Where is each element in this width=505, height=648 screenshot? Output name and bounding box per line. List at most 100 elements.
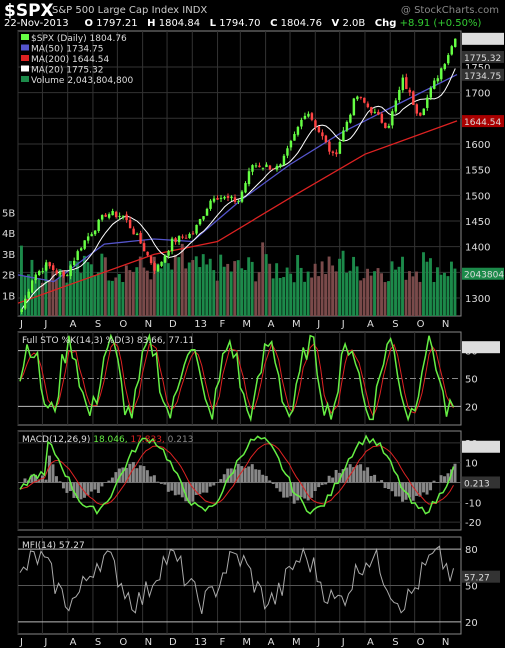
macd-tick: 10 xyxy=(465,459,478,470)
macd-hist-bar xyxy=(110,477,114,483)
value-tag-bg xyxy=(462,68,504,81)
sto-tag: 83.66 xyxy=(464,344,490,354)
volume-bar xyxy=(201,254,205,316)
macd-hist-bar xyxy=(222,474,226,483)
value-tag: 1644.54 xyxy=(464,118,501,128)
candle-body xyxy=(125,214,128,221)
volume-tick-label: 2B xyxy=(2,271,15,282)
volume-bar xyxy=(44,264,48,316)
macd-hist-bar xyxy=(89,482,93,492)
candle-body xyxy=(440,68,443,80)
mfi-tick: 50 xyxy=(465,582,478,593)
volume-bar xyxy=(226,263,230,316)
macd-hist-bar xyxy=(299,482,303,498)
month-label: M xyxy=(292,319,301,330)
candle-body xyxy=(279,164,282,167)
volume-bar xyxy=(320,261,324,316)
macd-hist-bar xyxy=(271,482,275,485)
candle-body xyxy=(391,111,394,126)
candle-body xyxy=(338,141,342,154)
candle-body xyxy=(415,104,419,114)
price-tick-label: 1600 xyxy=(465,140,490,151)
candle-body xyxy=(156,265,160,272)
volume-bar xyxy=(159,268,163,316)
candle-body xyxy=(345,121,349,131)
month-label-bottom: F xyxy=(220,637,226,648)
candle-body xyxy=(296,127,300,135)
volume-bar xyxy=(439,274,443,316)
volume-bar xyxy=(261,242,265,316)
volume-bar xyxy=(401,256,404,316)
volume-bar xyxy=(82,255,86,316)
volume-bar xyxy=(355,266,359,316)
candle-body xyxy=(394,100,398,112)
volume-bar xyxy=(373,271,376,316)
candle-body xyxy=(251,165,254,172)
candle-body xyxy=(226,195,230,198)
macd-hist-bar xyxy=(37,479,41,483)
macd-hist-bar xyxy=(173,482,177,496)
volume-bar xyxy=(240,268,244,316)
month-label-bottom: O xyxy=(119,637,127,648)
candle-body xyxy=(328,141,331,152)
candle-body xyxy=(275,165,279,170)
macd-hist-bar xyxy=(331,477,335,483)
month-label: O xyxy=(417,319,425,330)
macd-hist-bar xyxy=(278,482,282,492)
macd-hist-bar xyxy=(117,468,121,483)
candle-body xyxy=(170,238,174,252)
volume-bar xyxy=(233,261,237,316)
macd-hist-bar xyxy=(107,480,111,483)
candle-body xyxy=(401,77,405,91)
candle-body xyxy=(93,230,97,235)
volume-bar xyxy=(436,267,439,316)
macd-hist-bar xyxy=(58,481,62,483)
volume-bar xyxy=(376,268,380,316)
candle-body xyxy=(422,108,426,116)
candle-body xyxy=(335,152,338,155)
macd-hist-bar xyxy=(443,476,447,483)
macd-hist-bar xyxy=(352,467,356,483)
candle-body xyxy=(55,270,58,274)
month-label: 13 xyxy=(194,319,207,330)
volume-bar xyxy=(163,256,167,316)
macd-hist-bar xyxy=(261,474,265,483)
volume-bar xyxy=(75,261,79,316)
month-label: A xyxy=(367,319,374,330)
volume-bar xyxy=(61,270,65,316)
volume-bar xyxy=(443,272,446,316)
volume-bar xyxy=(369,275,373,316)
macd-hist-bar xyxy=(285,482,289,498)
macd-hist-bar xyxy=(362,470,366,483)
volume-bar xyxy=(236,260,240,316)
candle-body xyxy=(321,132,324,137)
volume-bar xyxy=(338,258,342,316)
month-label: S xyxy=(392,319,398,330)
macd-hist-bar xyxy=(247,466,251,483)
macd-line xyxy=(19,434,455,515)
macd-hist-bar xyxy=(341,469,345,483)
volume-bar xyxy=(20,245,23,316)
mfi-tag-bg xyxy=(462,570,500,583)
candle-body xyxy=(429,88,433,98)
price-tick-label: 1400 xyxy=(465,243,490,254)
candle-body xyxy=(58,272,62,275)
candle-body xyxy=(142,243,146,252)
macd-hist-bar xyxy=(289,482,293,497)
candle-body xyxy=(300,119,303,127)
candle-body xyxy=(450,46,453,55)
macd-hist-bar xyxy=(96,482,100,493)
volume-tick-label: 3B xyxy=(2,250,15,261)
volume-bar xyxy=(397,266,401,316)
macd-hist-bar xyxy=(397,482,401,497)
volume-bar xyxy=(299,267,303,316)
candle-body xyxy=(160,261,163,266)
macd-hist-bar xyxy=(418,482,422,497)
volume-bar xyxy=(58,268,62,316)
month-label: M xyxy=(242,319,251,330)
volume-bar xyxy=(114,277,118,316)
candle-body xyxy=(195,224,198,234)
candle-body xyxy=(349,114,352,123)
